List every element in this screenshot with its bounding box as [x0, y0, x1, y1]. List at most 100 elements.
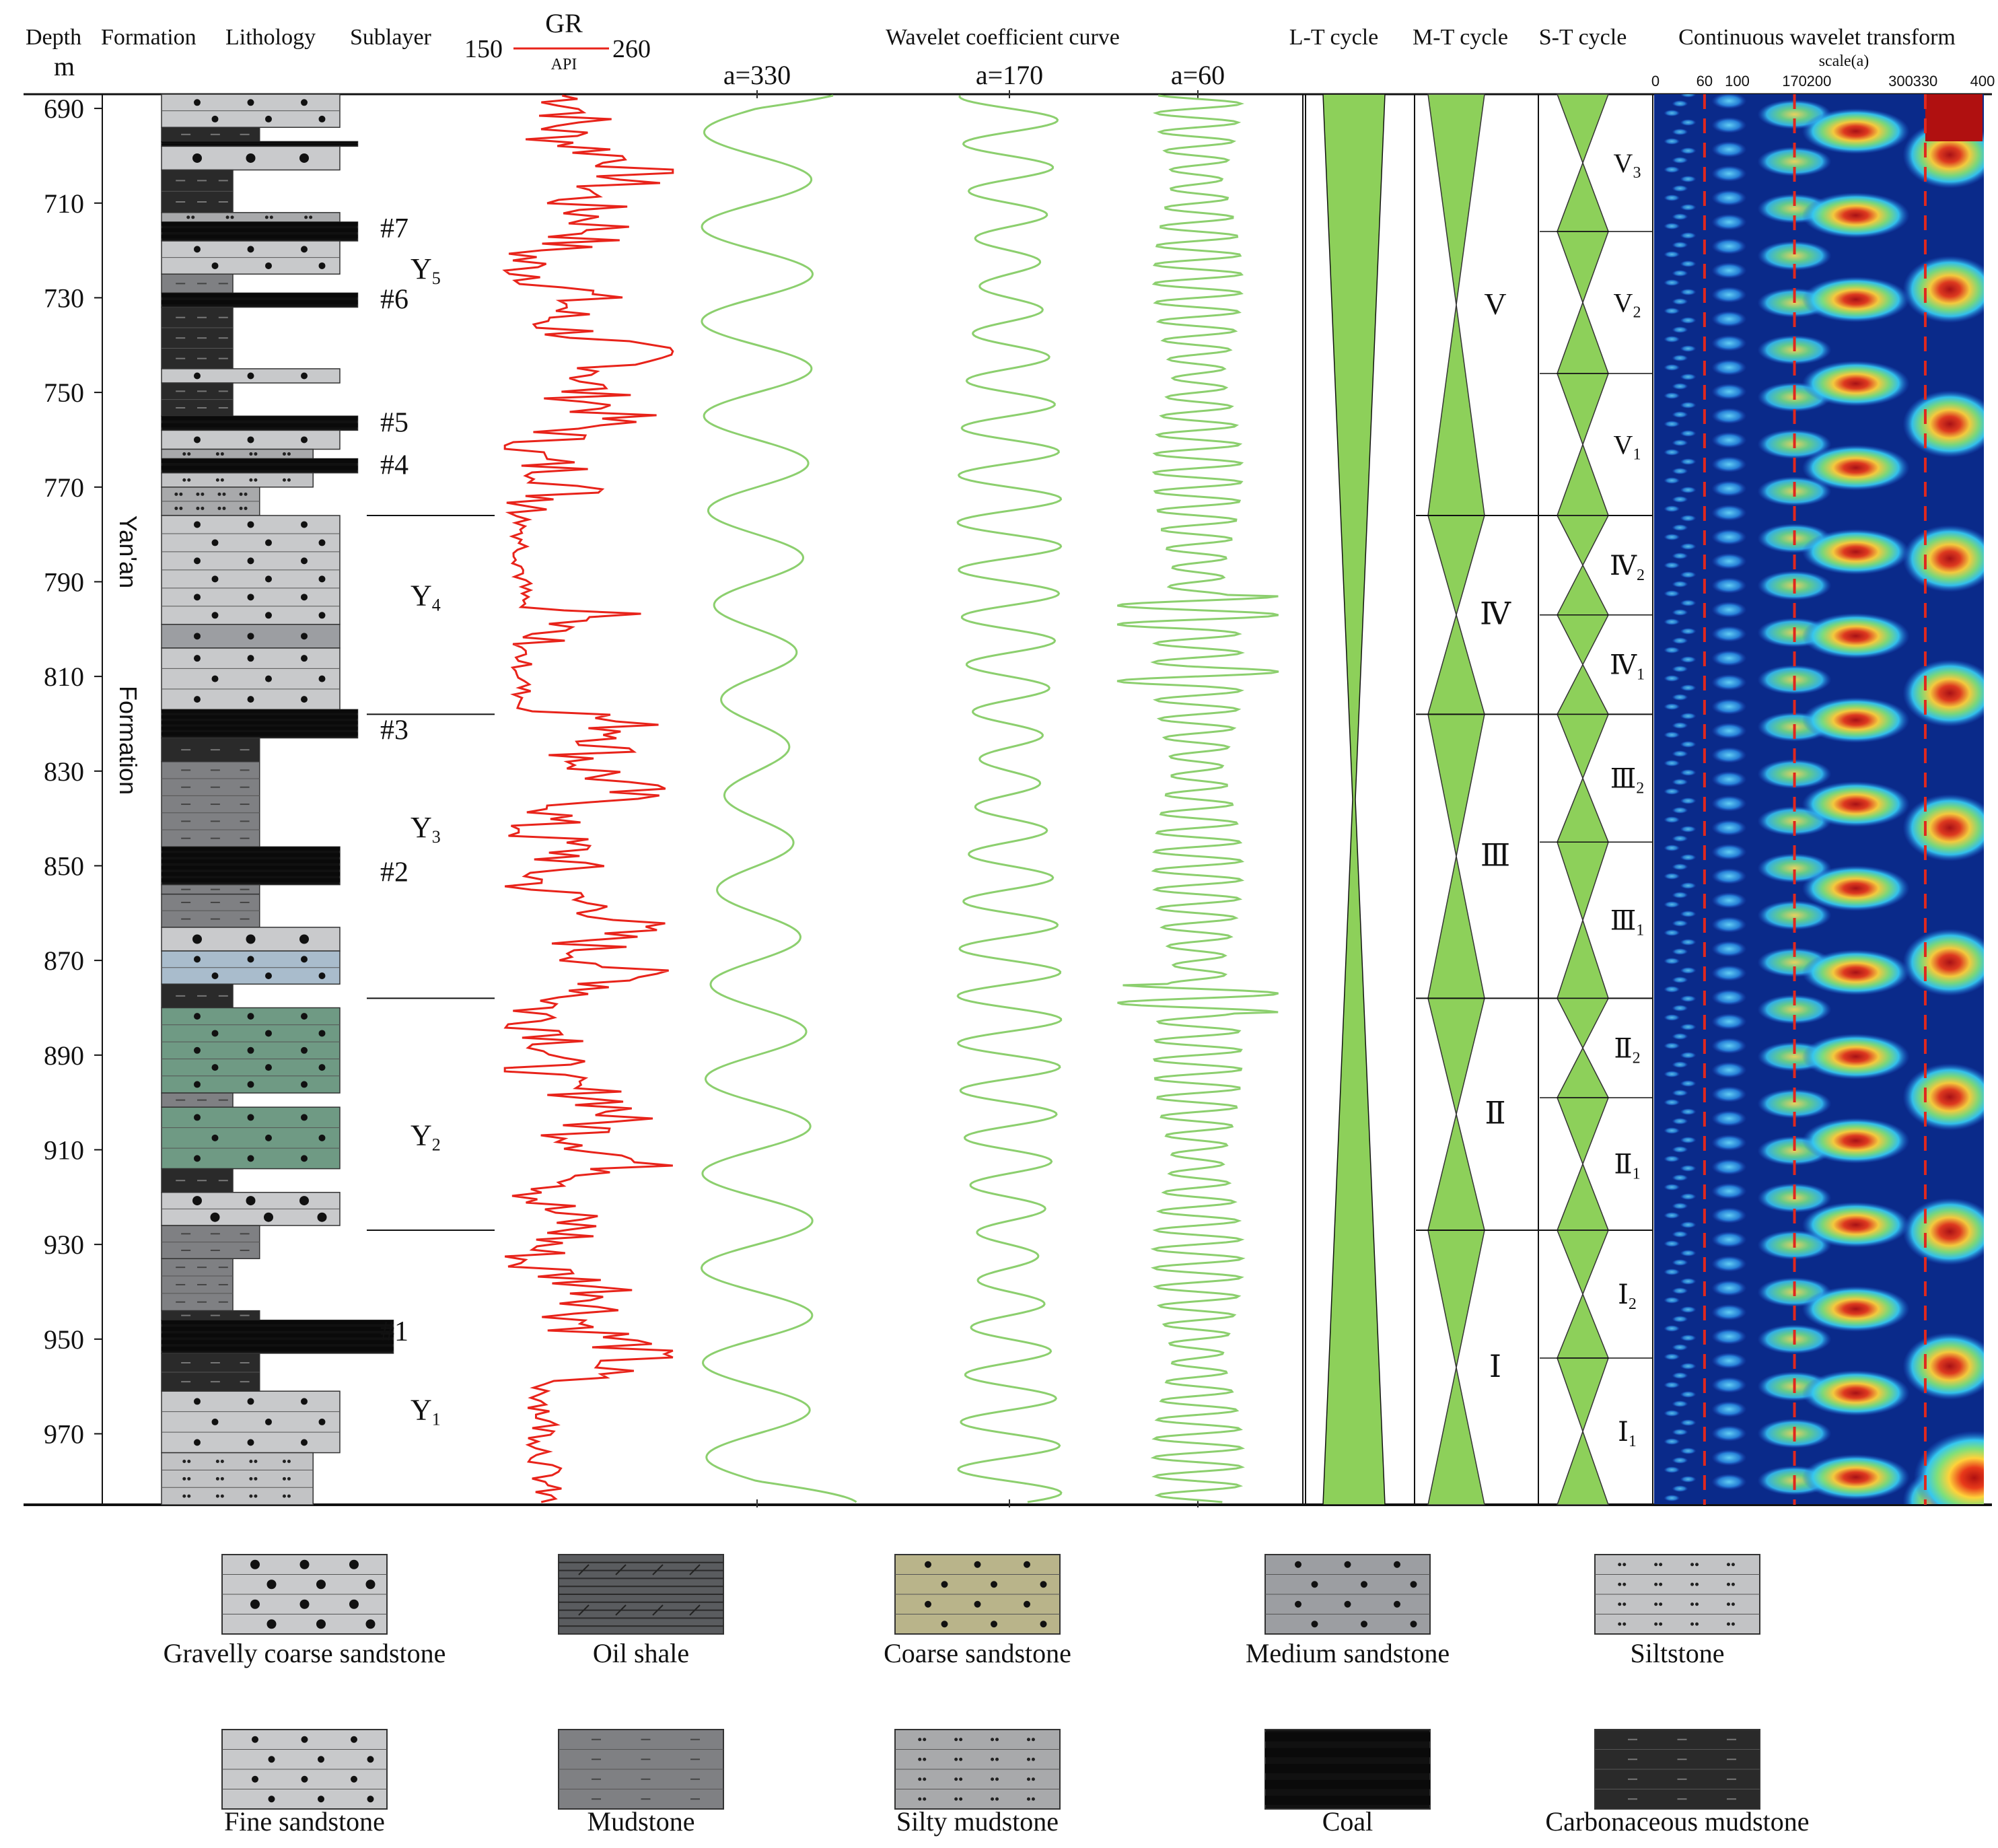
silt-dot — [1618, 1582, 1622, 1586]
grain-dot — [365, 1619, 376, 1629]
coal-band — [162, 143, 358, 145]
depth-tick-label: 830 — [44, 756, 84, 787]
st-cycle-label: Ⅰ2 — [1618, 1279, 1637, 1313]
cwt-fine-blob — [1672, 948, 1688, 955]
grain-dot — [1024, 1561, 1030, 1568]
grain-dot — [194, 1081, 201, 1088]
st-cycle-label: Ⅳ2 — [1610, 550, 1645, 584]
cwt-fine-blob — [1672, 666, 1688, 672]
cwt-fine-blob — [1672, 609, 1688, 616]
silt-dot — [1695, 1622, 1699, 1626]
grain-dot — [1024, 1600, 1030, 1608]
cwt-fine-blob — [1672, 129, 1688, 135]
header-lt-cycle: L-T cycle — [1289, 25, 1378, 50]
grain-dot — [194, 1439, 201, 1446]
cwt-fine-blob — [1664, 1042, 1680, 1049]
cwt-fine-blob — [1680, 1476, 1697, 1483]
cwt-mid-blob — [1711, 941, 1747, 957]
wavelet-coefficient-tracks: a=330 a=170 a=60 — [700, 60, 1279, 1507]
silt-dot — [187, 1494, 191, 1498]
cwt-mid-blob — [1711, 529, 1747, 545]
grain-dot — [318, 575, 326, 583]
cwt-mid-blob — [1711, 1110, 1747, 1127]
coal-band — [162, 878, 340, 882]
cwt-fine-blob — [1680, 1448, 1697, 1454]
silt-dot — [1026, 1738, 1030, 1742]
grain-dot — [210, 1212, 220, 1222]
cwt-mid-blob — [1711, 1401, 1747, 1417]
grain-dot — [1295, 1561, 1301, 1568]
cwt-fine-blob — [1672, 553, 1688, 559]
cwt-170-blob — [1757, 900, 1832, 930]
cwt-fine-blob — [1672, 439, 1688, 446]
cwt-mid-blob — [1711, 262, 1747, 279]
cwt-fine-blob — [1664, 223, 1680, 229]
cwt-mid-blob — [1711, 190, 1747, 206]
grain-dot — [367, 1756, 374, 1763]
formation-name-formation: Formation — [114, 686, 142, 795]
silt-dot — [918, 1797, 922, 1801]
cwt-fine-blob — [1664, 308, 1680, 314]
cwt-scale-tick-label: 170 — [1782, 73, 1807, 90]
grain-dot — [252, 1736, 258, 1743]
depth-axis: 690 710 730 750 770 790 810 830 850 870 890 910 930 9… — [44, 94, 102, 1449]
silt-dot — [1726, 1602, 1730, 1606]
gr-track — [502, 94, 674, 1503]
cwt-mid-blob — [1711, 1280, 1747, 1296]
grain-dot — [247, 521, 254, 528]
grain-dot — [318, 1064, 326, 1071]
cwt-mid-blob — [1711, 359, 1747, 376]
cwt-scale-axis: 0 60 100 170 200 300 330 400 — [1651, 73, 1995, 1505]
grain-dot — [194, 655, 201, 662]
cwt-250-blob — [1801, 529, 1910, 575]
cwt-fine-blob — [1680, 543, 1697, 550]
coal-band — [162, 141, 358, 143]
grain-dot — [247, 557, 254, 565]
header-lithology: Lithology — [225, 25, 316, 50]
cwt-scale-tick-label: 300 — [1888, 73, 1913, 90]
silt-dot — [1622, 1563, 1627, 1567]
silt-dot — [282, 452, 286, 456]
grain-dot — [247, 1114, 254, 1121]
lithology-bed-coal — [161, 415, 359, 431]
coal-band — [162, 721, 358, 725]
grain-dot — [246, 153, 256, 163]
wavelet-curve-a=330 — [700, 94, 857, 1503]
grain-dot — [194, 956, 201, 963]
grain-dot — [301, 696, 308, 703]
cwt-fine-blob — [1680, 147, 1697, 154]
legend-label-silty: Silty mudstone — [896, 1806, 1059, 1837]
cwt-fine-blob — [1672, 213, 1688, 220]
cwt-mid-blob — [1711, 989, 1747, 1005]
cwt-mid-blob — [1711, 626, 1747, 642]
grain-dot — [318, 539, 326, 546]
formation-name-yanan: Yan'an — [114, 516, 142, 588]
cwt-fine-blob — [1680, 402, 1697, 408]
silt-dot — [174, 492, 178, 496]
silt-dot — [244, 506, 248, 510]
silt-dot — [991, 1777, 995, 1781]
grain-dot — [247, 1398, 254, 1405]
lithology-bed-siltstone — [161, 472, 314, 488]
wavelet-track-label: a=330 — [723, 60, 791, 90]
silt-dot — [1622, 1582, 1627, 1586]
lithology-bed-green — [161, 1106, 341, 1170]
cwt-mid-blob — [1711, 1062, 1747, 1078]
cwt-fine-blob — [1664, 449, 1680, 456]
cwt-250-blob — [1801, 361, 1910, 406]
grain-dot — [1311, 1581, 1318, 1588]
st-cycle-label: V2 — [1614, 287, 1641, 321]
grain-dot — [1311, 1621, 1318, 1628]
grain-dot — [299, 1196, 309, 1206]
cwt-fine-blob — [1664, 1156, 1680, 1162]
cwt-mid-blob — [1711, 94, 1747, 109]
legend-label-medium: Medium sandstone — [1246, 1638, 1450, 1668]
st-cycle-label: Ⅳ1 — [1610, 650, 1645, 684]
grain-dot — [991, 1581, 997, 1588]
cwt-250-blob — [1801, 1034, 1910, 1079]
silt-dot — [923, 1797, 927, 1801]
cwt-fine-blob — [1664, 703, 1680, 710]
grain-dot — [265, 539, 272, 546]
cwt-fine-blob — [1672, 1316, 1688, 1322]
silt-dot — [254, 1494, 258, 1498]
